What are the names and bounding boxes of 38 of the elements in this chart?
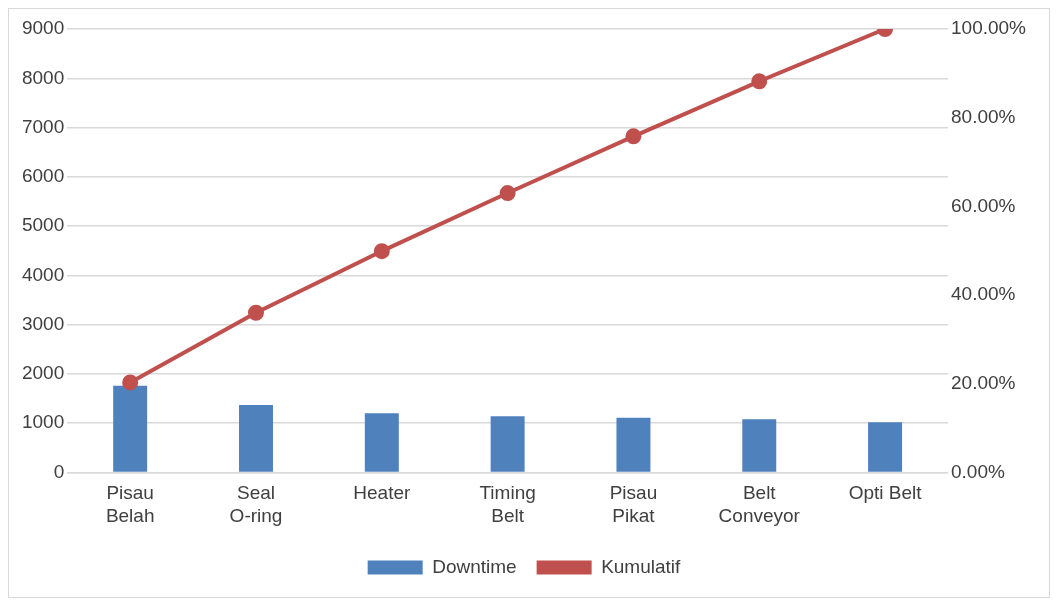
x-tick-label: Timing Belt: [479, 482, 536, 526]
bar: [868, 422, 903, 472]
bar: [616, 417, 651, 472]
x-tick-label: Heater: [353, 482, 411, 504]
y-tick-label: 9000: [21, 17, 65, 39]
y-tick-label: 8000: [21, 66, 65, 88]
point: [247, 304, 264, 321]
y-tick-label: 1000: [21, 411, 65, 433]
x-tick-label: Pisau Belah: [105, 482, 155, 526]
bar: [239, 404, 273, 472]
point: [122, 374, 139, 391]
y-tick-label: 0: [53, 460, 65, 482]
y2-tick-label: 20.00%: [950, 371, 1016, 393]
y2-tick-label: 40.00%: [950, 283, 1016, 305]
y2-tick-label: 0.00%: [950, 460, 1005, 482]
bar: [742, 419, 777, 472]
y-tick-label: 3000: [21, 312, 65, 334]
legend-label: Kumulatif: [601, 555, 682, 577]
y-tick-label: 7000: [21, 115, 65, 137]
point: [499, 185, 516, 202]
bar: [364, 413, 399, 472]
y2-tick-label: 80.00%: [950, 105, 1016, 127]
bar: [113, 385, 148, 472]
point: [625, 128, 642, 145]
y-tick-label: 2000: [21, 362, 65, 384]
y-tick-label: 5000: [21, 214, 65, 236]
bar: [490, 416, 525, 472]
y2-tick-label: 100.00%: [950, 17, 1027, 39]
x-tick-label: Seal O-ring: [229, 482, 283, 526]
y2-tick-label: 60.00%: [950, 194, 1016, 216]
y-tick-label: 6000: [21, 165, 65, 187]
point: [751, 73, 768, 90]
x-tick-label: Pisau Pikat: [609, 482, 658, 526]
legend-label: Downtime: [432, 555, 517, 577]
point: [373, 243, 390, 260]
x-tick-label: Belt Conveyor: [718, 482, 801, 526]
y-tick-label: 4000: [21, 263, 65, 285]
x-tick-label: Opti Belt: [848, 482, 923, 504]
